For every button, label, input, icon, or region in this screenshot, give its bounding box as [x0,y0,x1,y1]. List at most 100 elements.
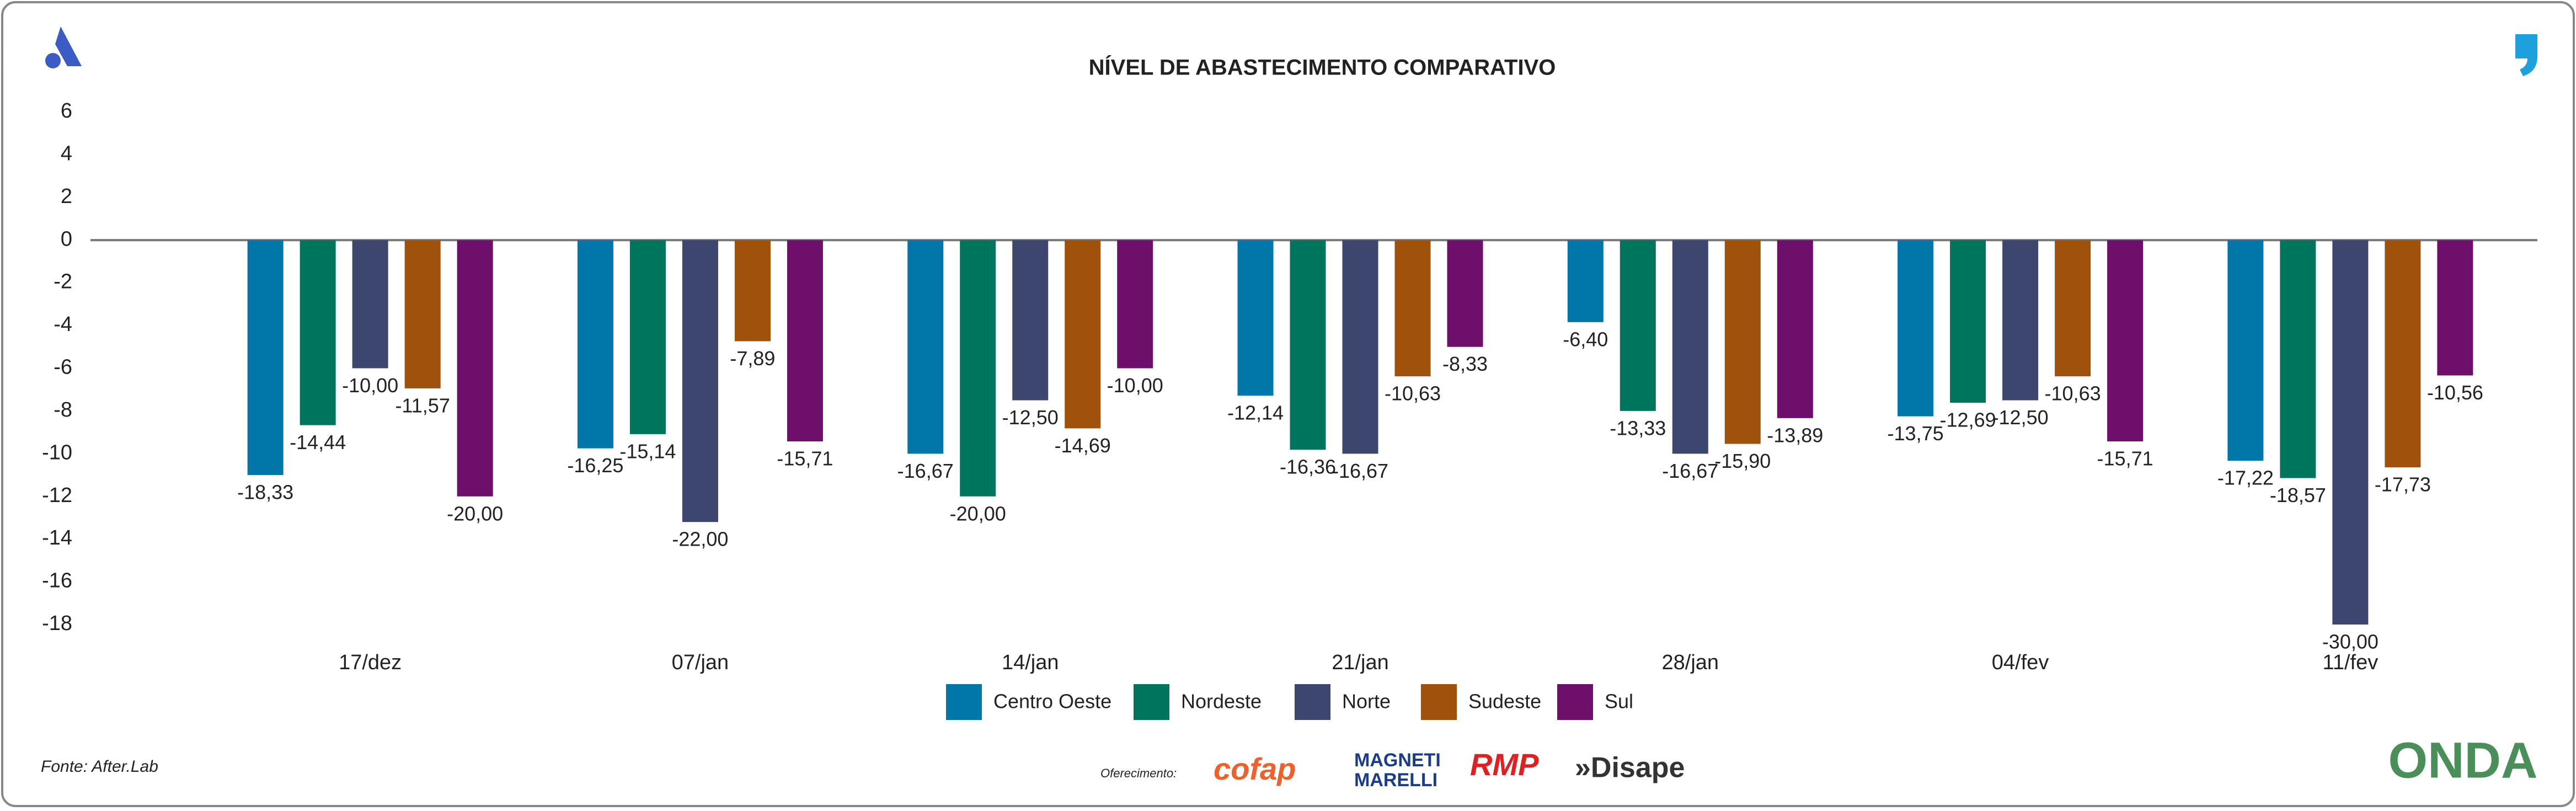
legend-label: Sudeste [1468,690,1541,713]
chart-title: NÍVEL DE ABASTECIMENTO COMPARATIVO [1089,55,1556,80]
bar [1724,240,1761,444]
x-tick-label: 04/fev [1992,651,2049,674]
value-label: -14,44 [290,431,346,453]
bar [577,240,613,449]
bar [1447,240,1483,347]
legend-label: Centro Oeste [993,690,1111,713]
value-label: -16,25 [567,454,623,477]
bar [1777,240,1813,418]
x-tick-label: 11/fev [2323,651,2379,674]
bar [2227,240,2264,461]
source: Fonte: After.Lab [41,757,158,776]
bar [2437,240,2473,376]
value-label: -18,33 [237,481,293,503]
value-label: -11,57 [395,394,450,417]
x-tick-label: 07/jan [672,651,729,674]
legend-swatch [1295,684,1330,720]
value-label: -16,36 [1280,456,1336,478]
y-tick-label: -6 [54,356,72,379]
value-label: -12,50 [1992,406,2049,429]
bar [1117,240,1153,369]
y-tick-label: 0 [61,227,72,250]
value-label: -20,00 [950,502,1006,525]
value-label: -8,33 [1442,353,1488,375]
value-label: -30,00 [2322,631,2379,653]
x-tick-label: 28/jan [1662,651,1719,674]
legend-swatch [1134,684,1169,720]
value-label: -10,56 [2427,381,2483,404]
bar [1567,240,1604,322]
y-tick-label: 6 [61,99,72,122]
value-label: -10,63 [1385,382,1441,405]
y-tick-label: -12 [42,484,72,507]
quote-icon [2515,34,2537,76]
sponsor: MARELLI [1354,770,1437,791]
y-tick-label: -10 [42,441,72,464]
bar [1672,240,1708,454]
value-label: -13,75 [1888,422,1944,445]
value-label: -17,22 [2217,467,2274,489]
legend-label: Norte [1342,690,1391,713]
y-tick-label: -16 [42,569,72,593]
value-label: -16,67 [1332,460,1388,482]
y-tick-label: -8 [54,398,72,421]
bar [457,240,493,497]
x-tick-label: 17/dez [339,651,402,674]
bar [1012,240,1049,401]
bar [1898,240,1934,417]
bar [2332,240,2369,625]
legend-swatch [1557,684,1593,720]
value-label: -15,14 [619,440,676,462]
legend-label: Nordeste [1181,690,1262,713]
value-label: -12,50 [1002,406,1059,429]
brand-name: ONDA [2388,732,2538,788]
brand-logo [45,26,82,68]
value-label: -15,71 [2097,447,2153,470]
bar [2107,240,2144,442]
y-tick-label: -18 [42,612,72,635]
legend-label: Sul [1605,690,1633,713]
y-tick-label: -14 [42,526,72,549]
bar [352,240,388,369]
bar [2002,240,2039,401]
bar [907,240,944,454]
y-tick-label: 2 [61,185,72,208]
value-label: -17,73 [2375,473,2431,496]
value-label: -12,14 [1227,402,1284,424]
legend-swatch [1421,684,1457,720]
x-tick-label: 14/jan [1002,651,1059,674]
bar [2055,240,2091,377]
bar [1290,240,1326,450]
bar [300,240,336,425]
sponsor: RMP [1470,747,1539,782]
bar [404,240,441,388]
bar [2385,240,2421,468]
bar [1065,240,1101,429]
sponsor: »Disape [1575,752,1685,784]
bar [2280,240,2316,478]
value-label: -10,00 [1107,374,1163,397]
bar [1950,240,1986,403]
bar [1237,240,1274,396]
sponsor: MAGNETI [1354,750,1441,771]
value-label: -22,00 [672,528,728,551]
value-label: -13,33 [1610,417,1666,439]
value-label: -15,71 [777,447,833,470]
bar [629,240,666,434]
bar [682,240,718,522]
x-tick-label: 21/jan [1332,651,1389,674]
value-label: -16,67 [1662,460,1718,482]
value-label: -16,67 [897,460,954,482]
value-label: -7,89 [730,347,775,370]
y-tick-label: -4 [54,313,72,336]
legend-swatch [946,684,982,720]
bar [1620,240,1656,411]
value-label: -14,69 [1055,434,1111,457]
value-label: -15,90 [1714,450,1771,472]
value-label: -6,40 [1563,328,1608,350]
bar [1394,240,1431,377]
value-label: -20,00 [447,502,503,525]
sponsor-caption: Oferecimento: [1100,766,1177,780]
